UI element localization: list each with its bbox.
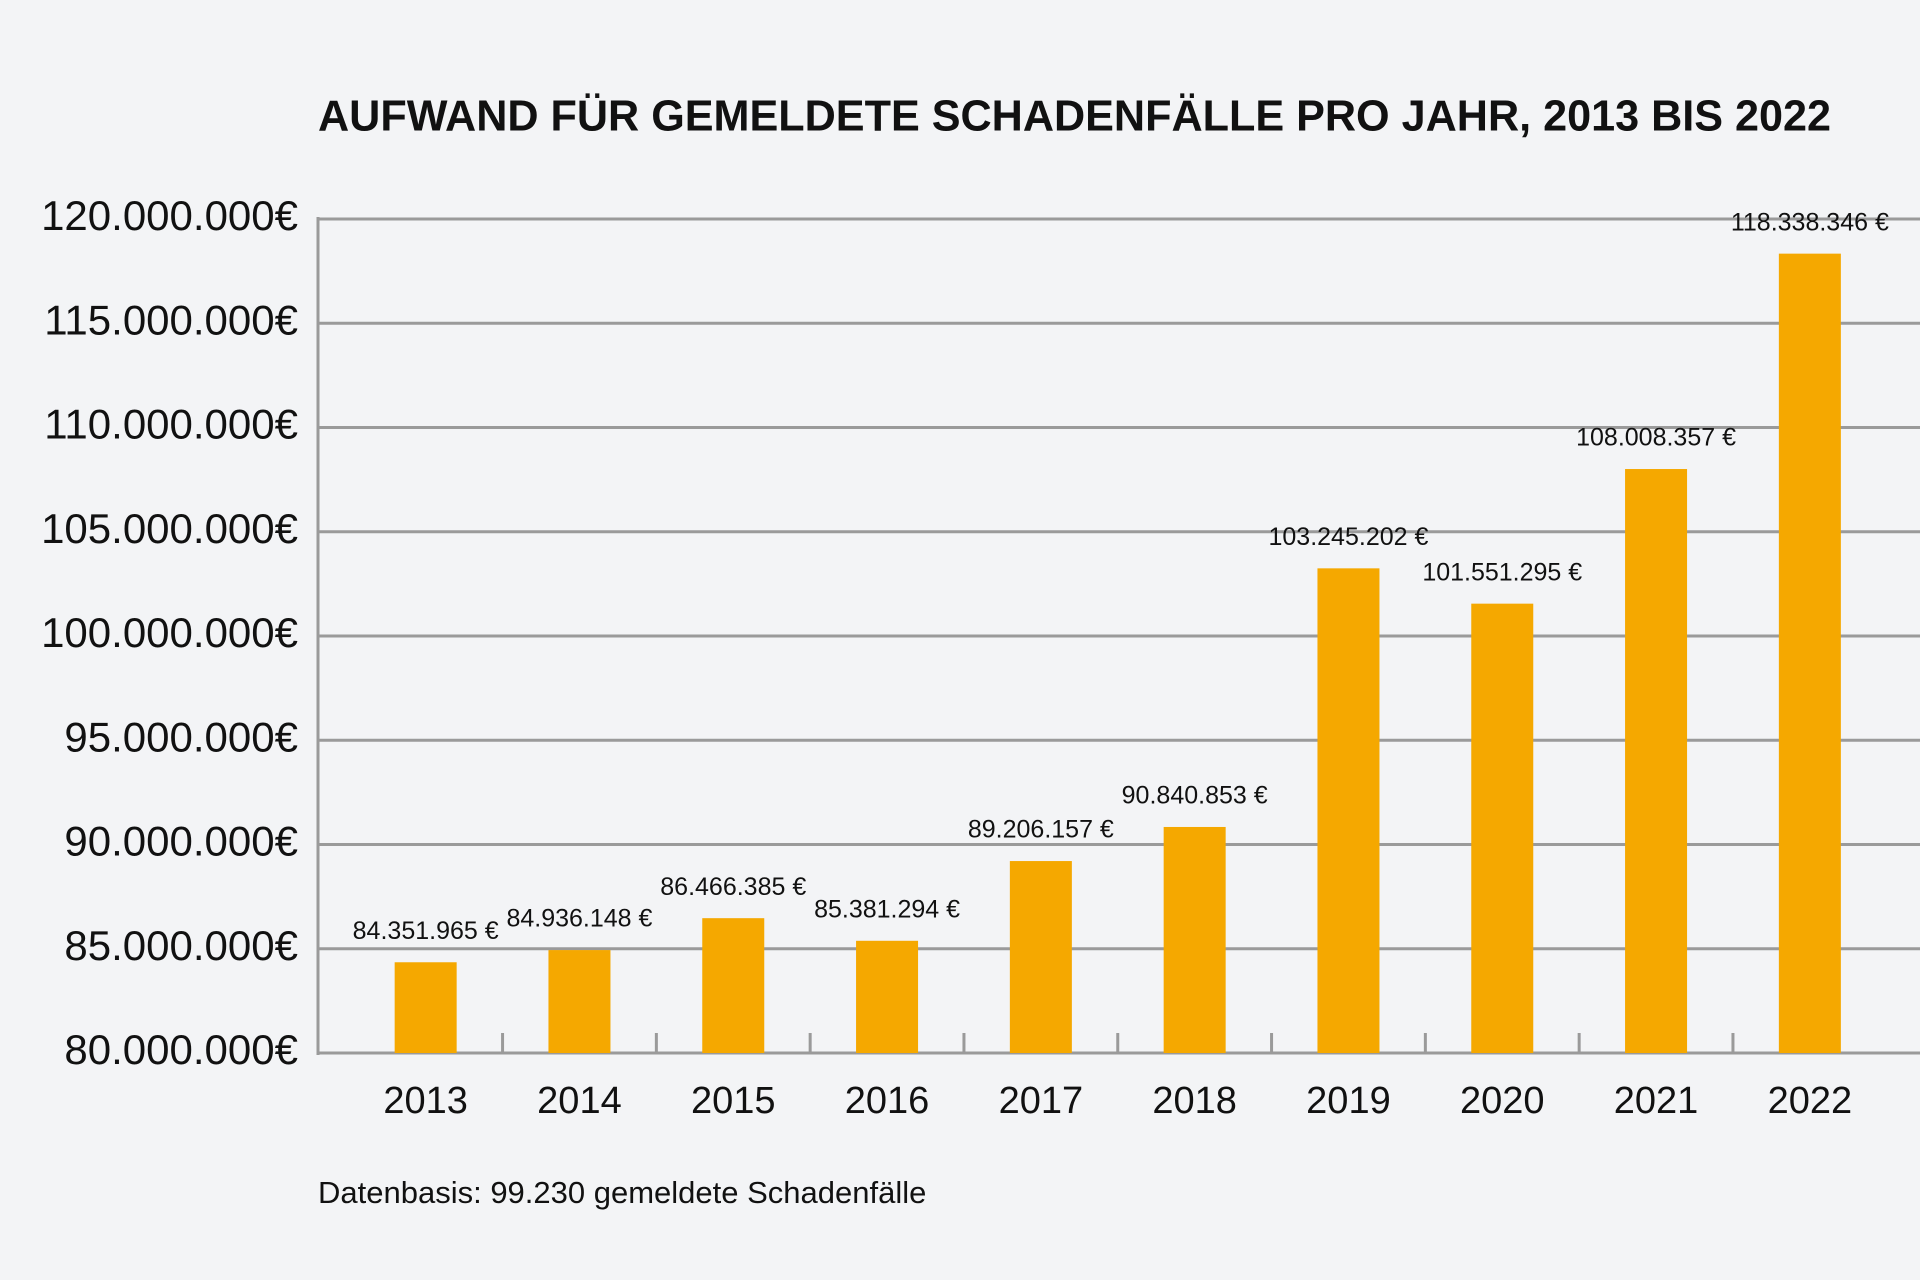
y-tick-label: 100.000.000€ [41,609,298,656]
value-label: 118.338.346 € [1731,208,1889,236]
x-tick-label: 2022 [1768,1080,1853,1122]
value-label: 89.206.157 € [968,816,1114,844]
bar [856,940,919,1053]
x-tick-label: 2018 [1152,1080,1237,1122]
bar [1163,826,1226,1053]
bar [1317,568,1380,1053]
y-tick-label: 80.000.000€ [64,1026,298,1073]
y-tick-label: 95.000.000€ [64,713,298,760]
bar [548,950,611,1053]
bar [1471,603,1534,1053]
value-label: 84.351.965 € [353,917,499,945]
y-tick-label: 105.000.000€ [41,505,298,552]
bar [1778,253,1841,1053]
x-tick-label: 2015 [691,1080,776,1122]
y-tick-label: 115.000.000€ [44,296,298,343]
x-tick-label: 2017 [999,1080,1084,1122]
x-tick-label: 2020 [1460,1080,1545,1122]
y-tick-label: 120.000.000€ [41,192,298,239]
x-tick-label: 2016 [845,1080,930,1122]
y-tick-label: 85.000.000€ [64,922,298,969]
y-tick-label: 90.000.000€ [64,818,298,865]
value-label: 86.466.385 € [660,873,806,901]
y-tick-label: 110.000.000€ [44,401,298,448]
x-tick-label: 2021 [1614,1080,1699,1122]
bar [702,918,765,1053]
value-label: 103.245.202 € [1269,523,1429,551]
bar [1009,861,1072,1053]
x-tick-label: 2019 [1306,1080,1391,1122]
value-label: 101.551.295 € [1422,558,1582,586]
bar [1625,469,1688,1053]
value-label: 90.840.853 € [1122,782,1268,810]
value-label: 108.008.357 € [1576,424,1736,452]
value-label: 84.936.148 € [506,905,652,933]
bar [394,962,457,1053]
x-tick-label: 2014 [537,1080,622,1122]
x-tick-label: 2013 [383,1080,468,1122]
chart-title: AUFWAND FÜR GEMELDETE SCHADENFÄLLE PRO J… [318,92,1831,141]
value-label: 85.381.294 € [814,895,960,923]
note: Datenbasis: 99.230 gemeldete Schadenfäll… [318,1175,926,1210]
